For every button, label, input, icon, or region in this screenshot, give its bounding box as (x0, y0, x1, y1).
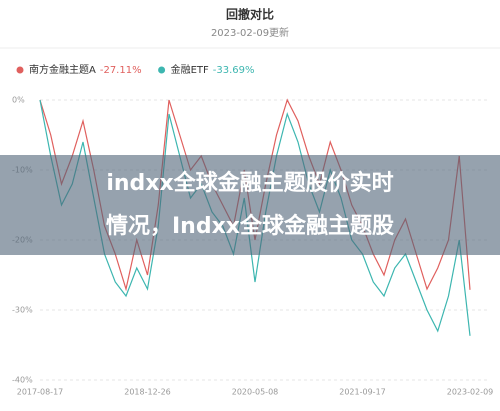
overlay-text: indxx全球金融主题股价实时 (106, 170, 393, 196)
y-tick-label: -30% (12, 306, 33, 315)
x-tick-label: 2023-02-09 (447, 388, 494, 397)
legend-label: 金融ETF (171, 63, 209, 76)
legend-marker (158, 66, 166, 74)
x-tick-label: 2018-12-26 (124, 388, 171, 397)
chart-title: 回撤对比 (226, 7, 274, 22)
y-tick-label: 0% (12, 96, 25, 105)
x-tick-label: 2021-09-17 (339, 388, 386, 397)
chart-subtitle: 2023-02-09更新 (211, 26, 289, 39)
x-tick-label: 2017-08-17 (17, 388, 64, 397)
legend-change: -27.11% (100, 65, 142, 76)
series-line (39, 99, 471, 336)
y-tick-label: -40% (12, 376, 33, 385)
overlay-banner (0, 155, 500, 255)
legend-change: -33.69% (213, 65, 255, 76)
x-tick-label: 2020-05-08 (232, 388, 279, 397)
legend-label: 南方金融主题A (29, 63, 96, 76)
overlay-text: 情况，Indxx全球金融主题股 (106, 213, 394, 239)
legend-marker (16, 66, 24, 74)
